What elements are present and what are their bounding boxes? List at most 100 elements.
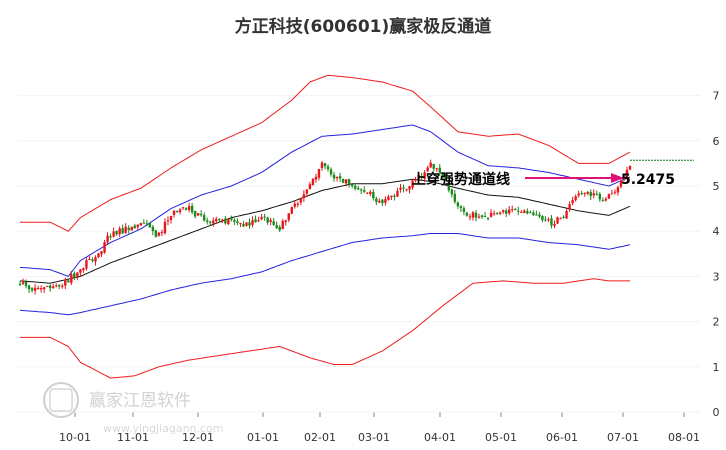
candle-body	[172, 210, 176, 215]
candle-body	[230, 218, 233, 220]
candle-body	[366, 192, 369, 194]
candle-body	[296, 203, 300, 205]
candle-body	[36, 288, 40, 290]
candle-body	[142, 222, 146, 224]
candle-body	[556, 217, 559, 224]
candle-body	[580, 193, 583, 195]
candle-body	[254, 219, 257, 223]
upper-inner-band-line	[19, 124, 631, 277]
candle-body	[64, 279, 67, 286]
candle-body	[435, 168, 438, 170]
candle-body	[544, 219, 547, 221]
candle-body	[39, 288, 43, 290]
candle-body	[169, 215, 173, 221]
candle-body	[18, 284, 22, 286]
candle-body	[263, 216, 266, 218]
candle-body	[299, 198, 303, 203]
middle-band-line	[19, 178, 631, 284]
x-tick-label: 12-01	[182, 431, 214, 444]
candle-body	[82, 268, 85, 271]
candle-body	[139, 223, 142, 226]
candle-body	[88, 259, 91, 261]
candle-body	[498, 212, 502, 214]
candle-body	[559, 218, 562, 220]
candle-body	[495, 212, 499, 214]
candle-body	[67, 280, 70, 283]
candle-body	[360, 189, 363, 191]
candles	[18, 159, 632, 295]
candle-body	[302, 194, 306, 199]
candle-body	[520, 211, 523, 213]
watermark-url: www.yingjiagann.com	[103, 422, 224, 435]
x-tick-label: 08-01	[668, 431, 700, 444]
y-tick-label: 1	[713, 361, 720, 374]
y-tick-label: 5	[713, 180, 720, 193]
candle-body	[175, 210, 179, 212]
candle-body	[583, 192, 586, 194]
candle-body	[568, 204, 571, 210]
candle-body	[417, 174, 420, 180]
candle-body	[278, 226, 281, 231]
candle-body	[450, 189, 454, 195]
candle-body	[547, 219, 550, 221]
candle-body	[79, 269, 82, 273]
candle-body	[121, 228, 124, 234]
candle-body	[369, 191, 372, 194]
candle-body	[589, 192, 592, 197]
candle-body	[610, 193, 614, 195]
candle-body	[233, 219, 236, 222]
candle-body	[474, 212, 478, 218]
candle-body	[550, 218, 553, 226]
candle-body	[456, 202, 460, 207]
candle-body	[308, 184, 312, 190]
candle-body	[224, 218, 227, 224]
candle-body	[405, 189, 408, 191]
candle-body	[157, 232, 161, 236]
candle-body	[33, 287, 37, 291]
candle-body	[598, 193, 602, 200]
candle-body	[453, 193, 457, 202]
candle-body	[535, 214, 538, 216]
candle-body	[212, 220, 215, 224]
candle-body	[181, 207, 185, 209]
candle-body	[97, 253, 100, 258]
candle-body	[622, 176, 626, 180]
candle-body	[384, 199, 387, 203]
candle-body	[483, 215, 487, 217]
candle-body	[444, 175, 447, 181]
y-tick-label: 3	[713, 270, 720, 283]
candle-body	[508, 209, 511, 214]
candle-body	[429, 162, 432, 168]
candle-body	[275, 225, 278, 229]
x-tick-label: 03-01	[358, 431, 390, 444]
candle-body	[574, 196, 577, 201]
candle-body	[109, 236, 112, 238]
candle-body	[625, 169, 629, 178]
y-tick-label: 6	[713, 135, 720, 148]
candle-body	[501, 210, 505, 212]
candle-body	[538, 214, 541, 217]
candle-body	[462, 208, 466, 212]
candle-body	[438, 167, 441, 173]
candle-body	[24, 281, 28, 286]
candle-body	[447, 180, 451, 191]
candle-body	[136, 224, 139, 228]
candle-body	[511, 209, 514, 211]
candle-body	[628, 165, 632, 170]
candle-body	[471, 212, 475, 218]
x-tick-label: 02-01	[304, 431, 336, 444]
chart-title: 方正科技(600601)赢家极反通道	[234, 17, 492, 37]
candle-body	[341, 178, 345, 183]
candle-body	[577, 193, 580, 196]
candle-body	[402, 187, 405, 189]
candle-body	[199, 214, 203, 216]
x-tick-label: 05-01	[485, 431, 517, 444]
candle-body	[363, 190, 366, 192]
candle-body	[375, 198, 378, 203]
candle-body	[94, 257, 97, 262]
candle-body	[571, 200, 574, 204]
y-tick-label: 7	[713, 90, 720, 103]
channel-bands	[19, 74, 631, 379]
candle-body	[203, 215, 206, 221]
candle-body	[323, 163, 327, 167]
